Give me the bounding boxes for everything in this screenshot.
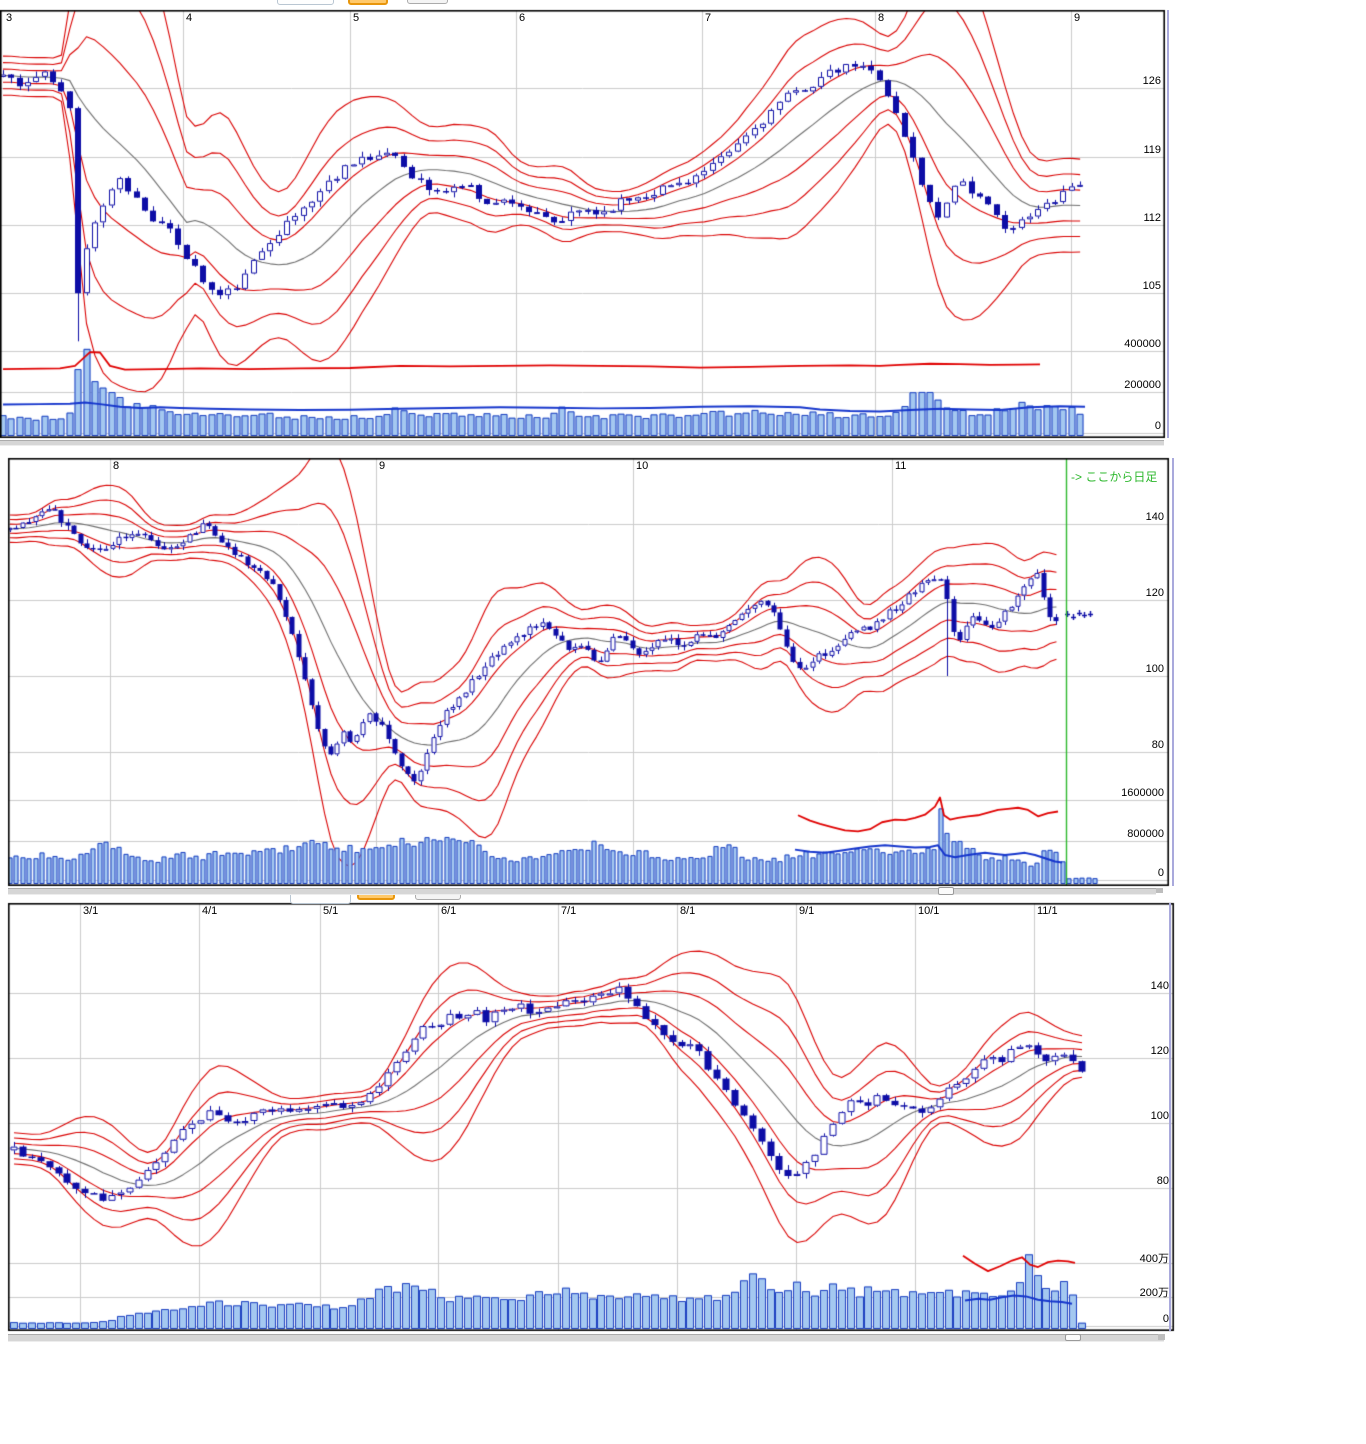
y-axis-label: 80 (1151, 739, 1164, 751)
x-axis-label: 9/1 (799, 905, 815, 917)
toolbar-orange-button-fragment-top[interactable] (348, 0, 388, 5)
chart-2-plot-area[interactable] (8, 458, 1169, 886)
y-axis-label: 112 (1143, 212, 1161, 224)
x-axis-label: 9 (379, 460, 386, 472)
x-axis-label: 10/1 (918, 905, 940, 917)
toolbar-input-fragment-top[interactable] (277, 0, 334, 5)
x-axis-label: 8 (113, 460, 120, 472)
y-axis-label: 800000 (1127, 828, 1164, 840)
x-axis-label: 3 (6, 12, 13, 24)
chart-3-plot-area[interactable] (8, 903, 1174, 1331)
y-axis-label: 120 (1150, 1045, 1169, 1057)
x-axis-label: 8/1 (680, 905, 696, 917)
x-axis-label: 10 (636, 460, 649, 472)
chart-1-vscrollbar[interactable] (1167, 10, 1169, 438)
chart-3-hscrollbar[interactable] (8, 1334, 1164, 1342)
x-axis-label: 9 (1074, 12, 1081, 24)
x-axis-label: 6/1 (441, 905, 457, 917)
y-axis-label: 100 (1145, 663, 1164, 675)
y-axis-label: 80 (1156, 1175, 1169, 1187)
y-axis-label: 120 (1145, 587, 1164, 599)
daily-from-here-note: -> ここから日足 (1071, 470, 1158, 484)
x-axis-label: 5/1 (323, 905, 339, 917)
x-axis-label: 4 (186, 12, 193, 24)
x-axis-label: 7/1 (561, 905, 577, 917)
chart-2-hscrollbar-arrow[interactable] (1156, 888, 1163, 893)
y-axis-label: 400000 (1124, 338, 1161, 350)
chart-3-hscrollbar-arrow[interactable] (1158, 1334, 1165, 1340)
x-axis-label: 4/1 (202, 905, 218, 917)
y-axis-label: 200万 (1139, 1287, 1169, 1299)
y-axis-label: 100 (1150, 1110, 1169, 1122)
y-axis-label: 140 (1150, 980, 1169, 992)
y-axis-label: 1600000 (1121, 787, 1164, 799)
chart-1-hscrollbar[interactable] (0, 440, 1164, 446)
y-axis-label: 200000 (1124, 379, 1161, 391)
x-axis-label: 3/1 (83, 905, 99, 917)
y-axis-label: 126 (1142, 75, 1161, 87)
x-axis-label: 7 (705, 12, 712, 24)
chart-2-hscrollbar[interactable] (8, 888, 1156, 895)
y-axis-label: 105 (1142, 280, 1161, 292)
chart-2-hscrollbar-thumb[interactable] (938, 887, 954, 895)
x-axis-label: 11 (895, 460, 907, 472)
y-axis-label: 140 (1145, 511, 1164, 523)
x-axis-label: 8 (878, 12, 885, 24)
x-axis-label: 6 (519, 12, 526, 24)
y-axis-label: 0 (1162, 1313, 1169, 1325)
below-chart-3-button-fragment[interactable] (1065, 1334, 1081, 1341)
chart-2-vscrollbar[interactable] (1172, 458, 1174, 886)
toolbar-gray-button-fragment-top[interactable] (407, 0, 448, 4)
x-axis-label: 5 (353, 12, 360, 24)
chart-3-vscrollbar[interactable] (1169, 903, 1171, 1331)
y-axis-label: 119 (1143, 144, 1161, 156)
x-axis-label: 11/1 (1037, 905, 1058, 917)
y-axis-label: 0 (1154, 420, 1161, 432)
chart-1-plot-area[interactable] (0, 0, 1165, 428)
y-axis-label: 400万 (1139, 1253, 1169, 1265)
y-axis-label: 0 (1157, 867, 1164, 879)
